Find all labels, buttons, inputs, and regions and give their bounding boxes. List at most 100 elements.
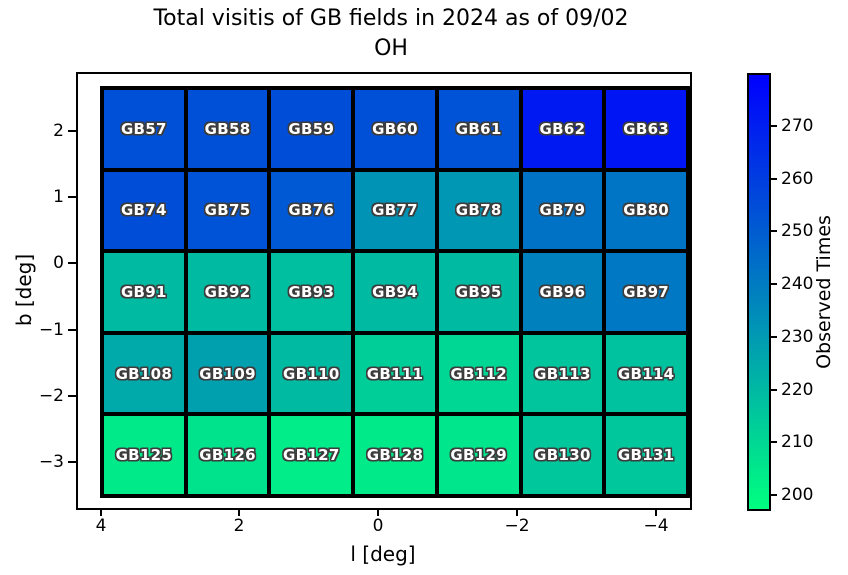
y-tick-label: −3 — [38, 452, 64, 472]
colorbar-tick-mark — [771, 336, 777, 338]
heatmap-cell-gb93: GB93 — [271, 253, 352, 331]
heatmap-cell-gb130: GB130 — [522, 416, 603, 494]
heatmap-cell-gb61: GB61 — [438, 90, 519, 168]
colorbar-tick-mark — [771, 125, 777, 127]
field-label: GB96 — [539, 282, 586, 301]
heatmap-cell-gb113: GB113 — [522, 334, 603, 413]
field-label: GB125 — [115, 446, 173, 465]
field-label: GB60 — [372, 119, 418, 138]
heatmap-cell-gb74: GB74 — [104, 171, 184, 250]
heatmap-cell-gb131: GB131 — [606, 416, 686, 494]
colorbar-tick-mark — [771, 178, 777, 180]
y-tick-mark — [68, 262, 76, 264]
field-label: GB110 — [283, 364, 340, 383]
field-label: GB112 — [450, 364, 507, 383]
colorbar-tick-label: 200 — [781, 485, 814, 505]
heatmap-cell-gb96: GB96 — [522, 253, 603, 331]
heatmap-cell-gb60: GB60 — [355, 90, 435, 168]
heatmap-cell-gb110: GB110 — [271, 334, 352, 413]
heatmap-cell-gb77: GB77 — [355, 171, 435, 250]
y-tick-mark — [68, 196, 76, 198]
field-label: GB58 — [204, 119, 251, 138]
colorbar-tick-label: 270 — [781, 116, 814, 136]
colorbar-tick-mark — [771, 494, 777, 496]
chart-title: Total visitis of GB fields in 2024 as of… — [153, 6, 629, 31]
heatmap-cell-gb125: GB125 — [104, 416, 184, 494]
heatmap-cell-gb76: GB76 — [271, 171, 352, 250]
colorbar-tick-label: 250 — [781, 221, 814, 241]
x-axis-label: l [deg] — [350, 542, 416, 566]
field-label: GB114 — [617, 364, 675, 383]
y-tick-label: 2 — [53, 121, 64, 141]
field-label: GB61 — [455, 119, 502, 138]
colorbar-gradient — [747, 73, 771, 511]
field-label: GB63 — [623, 119, 670, 138]
heatmap-cell-gb129: GB129 — [438, 416, 519, 494]
x-tick-mark — [238, 508, 240, 516]
field-label: GB97 — [623, 282, 670, 301]
heatmap-cell-gb94: GB94 — [355, 253, 435, 331]
heatmap-cell-gb57: GB57 — [104, 90, 184, 168]
field-label: GB113 — [534, 364, 591, 383]
field-label: GB79 — [539, 201, 586, 220]
field-label: GB95 — [455, 282, 502, 301]
field-label: GB80 — [623, 201, 670, 220]
x-tick-mark — [100, 508, 102, 516]
field-label: GB92 — [204, 282, 251, 301]
colorbar-tick-mark — [771, 283, 777, 285]
x-tick-label: 0 — [372, 516, 384, 536]
field-label: GB94 — [372, 282, 418, 301]
field-label: GB128 — [366, 446, 424, 465]
axes-frame — [76, 72, 692, 510]
heatmap-cell-gb58: GB58 — [187, 90, 268, 168]
heatmap-cell-gb111: GB111 — [355, 334, 435, 413]
y-tick-label: −2 — [38, 386, 64, 406]
y-tick-label: −1 — [38, 320, 64, 340]
heatmap-cell-gb126: GB126 — [187, 416, 268, 494]
heatmap-cell-gb95: GB95 — [438, 253, 519, 331]
heatmap-cell-gb112: GB112 — [438, 334, 519, 413]
heatmap-cell-gb127: GB127 — [271, 416, 352, 494]
colorbar-tick-label: 260 — [781, 169, 814, 189]
heatmap-cell-gb80: GB80 — [606, 171, 686, 250]
field-label: GB77 — [372, 201, 418, 220]
x-tick-label: 2 — [233, 516, 245, 536]
x-tick-mark — [377, 508, 379, 516]
heatmap-cell-gb79: GB79 — [522, 171, 603, 250]
heatmap-cell-gb114: GB114 — [606, 334, 686, 413]
y-tick-label: 0 — [53, 253, 64, 273]
y-tick-mark — [68, 395, 76, 397]
field-label: GB127 — [283, 446, 340, 465]
field-label: GB74 — [120, 201, 167, 220]
heatmap-grid: GB57 GB58 GB59 GB60 GB61 GB62 GB63 GB74 … — [100, 86, 690, 498]
field-label: GB108 — [115, 364, 173, 383]
heatmap-cell-gb92: GB92 — [187, 253, 268, 331]
colorbar-tick-label: 240 — [781, 274, 814, 294]
field-label: GB78 — [455, 201, 502, 220]
field-label: GB59 — [288, 119, 335, 138]
x-tick-label: 4 — [95, 516, 107, 536]
field-label: GB129 — [450, 446, 507, 465]
heatmap-cell-gb78: GB78 — [438, 171, 519, 250]
field-label: GB111 — [366, 364, 424, 383]
field-label: GB109 — [199, 364, 256, 383]
field-label: GB91 — [120, 282, 167, 301]
heatmap-cell-gb108: GB108 — [104, 334, 184, 413]
y-tick-mark — [68, 461, 76, 463]
x-tick-label: −4 — [643, 516, 669, 536]
field-label: GB126 — [199, 446, 256, 465]
x-tick-label: −2 — [504, 516, 530, 536]
heatmap-cell-gb62: GB62 — [522, 90, 603, 168]
field-label: GB75 — [204, 201, 251, 220]
y-tick-label: 1 — [53, 187, 64, 207]
field-label: GB93 — [288, 282, 335, 301]
heatmap-cell-gb59: GB59 — [271, 90, 352, 168]
field-label: GB57 — [120, 119, 167, 138]
chart-subtitle: OH — [374, 36, 408, 61]
y-tick-mark — [68, 329, 76, 331]
colorbar-tick-label: 230 — [781, 327, 814, 347]
colorbar-tick-label: 220 — [781, 380, 814, 400]
field-label: GB130 — [534, 446, 591, 465]
y-axis-label: b [deg] — [12, 253, 36, 327]
